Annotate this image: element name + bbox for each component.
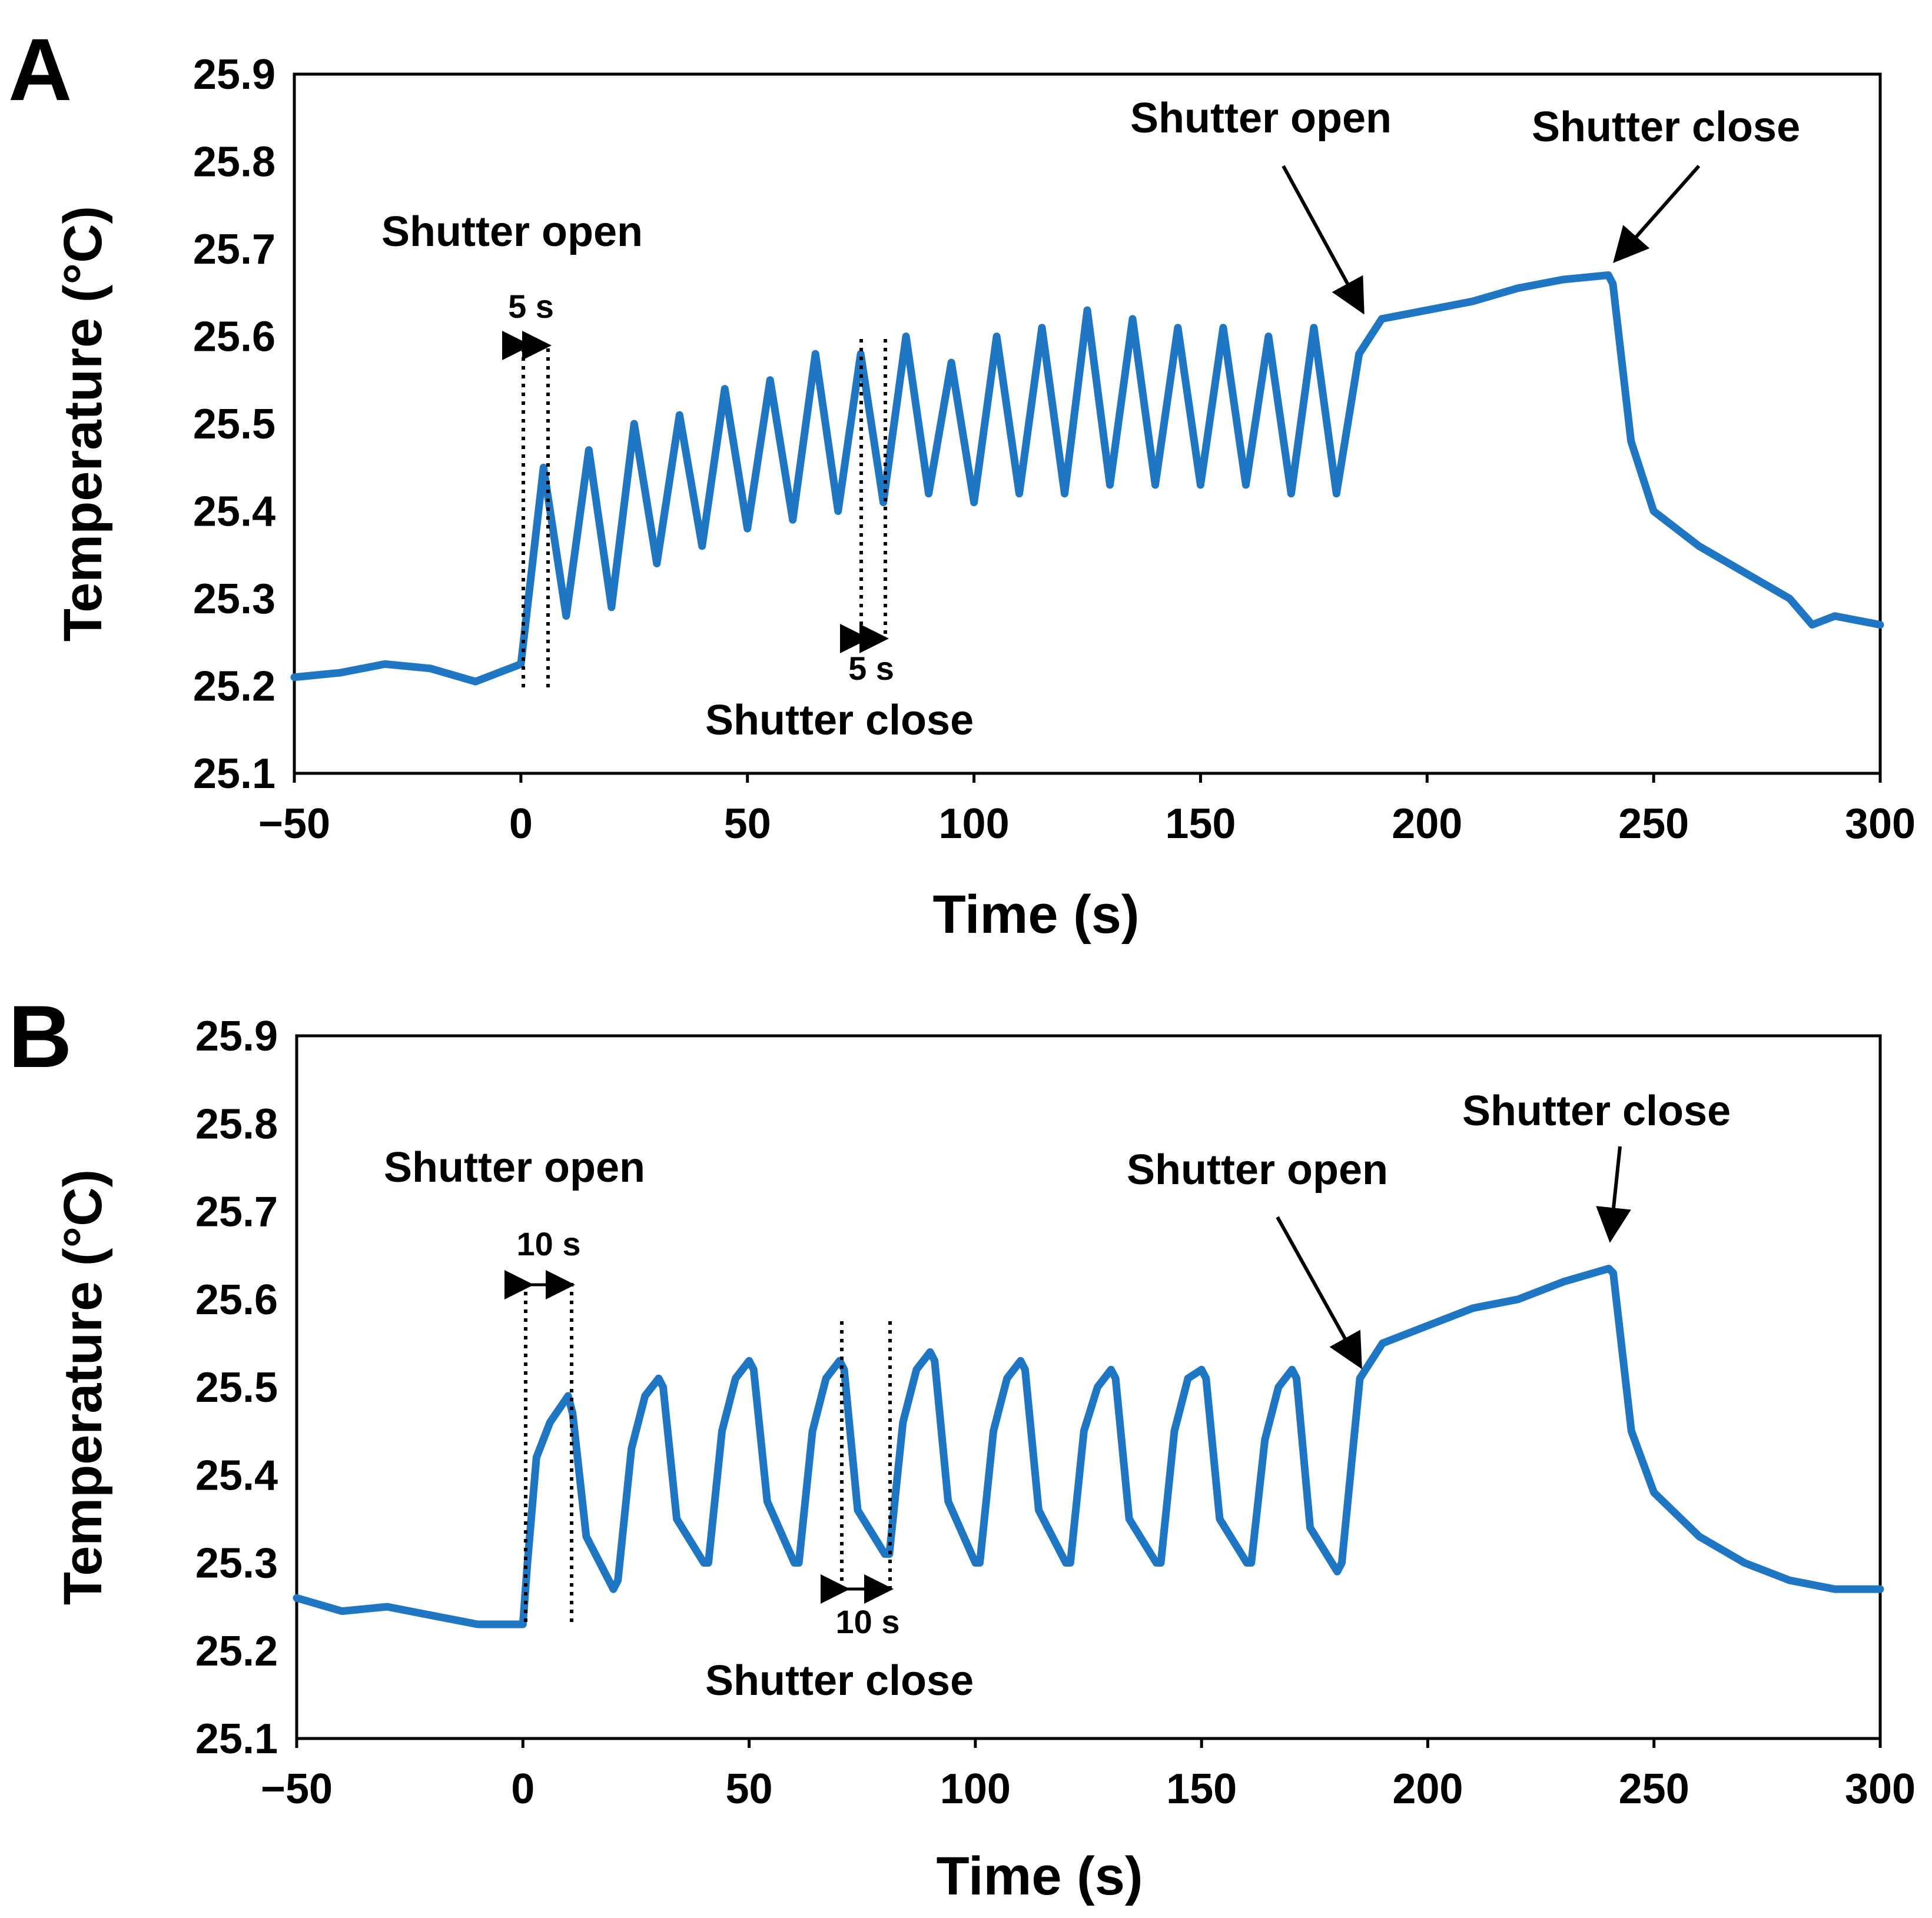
panel-b-temperature-line [293, 1265, 1884, 1628]
panel-a-plot-frame [293, 72, 1882, 775]
panel-b-letter: B [8, 987, 72, 1086]
panel-a-temperature-line [290, 271, 1884, 686]
panel-b-y-tick-label: 25.7 [195, 1189, 278, 1236]
panel-a-y-axis-title: Temperature (°C) [53, 206, 113, 642]
panel-b-x-tick-label: 0 [511, 1766, 535, 1813]
panel-a-x-ticks: −50 0 50 100 150 200 250 300 [258, 773, 1916, 847]
panel-a-duration-label-bottom: 5 s [848, 650, 894, 687]
panel-b-x-tick-label: 50 [726, 1766, 773, 1813]
panel-a-arrow-shutter-open [1282, 165, 1365, 315]
panel-a-y-tick-label: 25.7 [193, 226, 275, 273]
panel-b-arrow-shutter-open [1276, 1216, 1362, 1369]
panel-a-x-tick-label: −50 [258, 800, 330, 847]
panel-a-x-tick-label: 250 [1618, 800, 1689, 847]
panel-b-y-ticks: 25.1 25.2 25.3 25.4 25.5 25.6 25.7 25.8 25.9 [195, 1013, 278, 1763]
panel-a-label-shutter-open-left: Shutter open [381, 208, 643, 255]
panel-b-arrow-shutter-close [1596, 1146, 1631, 1243]
panel-b-x-tick-label: 300 [1845, 1766, 1916, 1813]
panel-b-y-tick-label: 25.2 [195, 1628, 278, 1675]
panel-a-y-tick-label: 25.9 [193, 51, 275, 98]
panel-a-label-shutter-open-right: Shutter open [1130, 95, 1392, 142]
panel-b-label-shutter-close-center: Shutter close [705, 1657, 974, 1704]
panel-b-y-axis-title: Temperature (°C) [53, 1169, 113, 1605]
panel-a-x-tick-label: 200 [1392, 800, 1462, 847]
panel-b: B 25.1 25.2 25.3 25.4 25.5 25.6 25.7 25.8 25.9 −… [8, 987, 1916, 1906]
panel-b-duration-label-bottom: 10 s [836, 1603, 900, 1640]
panel-b-x-tick-label: 250 [1619, 1766, 1689, 1813]
panel-a-y-tick-label: 25.6 [193, 314, 275, 361]
panel-b-x-axis-title: Time (s) [936, 1846, 1143, 1906]
panel-b-y-tick-label: 25.1 [195, 1716, 278, 1763]
panel-a-label-shutter-close-center: Shutter close [705, 697, 974, 744]
panel-a-letter: A [8, 20, 72, 119]
panel-b-y-tick-label: 25.5 [195, 1364, 278, 1411]
panel-a-arrow-shutter-close [1613, 165, 1701, 263]
panel-a-y-ticks: 25.1 25.2 25.3 25.4 25.5 25.6 25.7 25.8 25.9 [193, 51, 275, 797]
panel-a-y-tick-label: 25.1 [193, 750, 275, 797]
panel-a-y-tick-label: 25.3 [193, 576, 275, 623]
panel-b-y-tick-label: 25.6 [195, 1277, 278, 1324]
panel-a-x-axis-title: Time (s) [932, 885, 1139, 945]
panel-b-x-tick-label: −50 [261, 1766, 333, 1813]
panel-b-duration-label-top: 10 s [517, 1225, 581, 1262]
panel-b-y-tick-label: 25.3 [195, 1540, 278, 1587]
panel-b-y-tick-label: 25.8 [195, 1101, 278, 1148]
panel-b-plot-frame [295, 1034, 1882, 1740]
panel-a-x-tick-label: 150 [1165, 800, 1236, 847]
panel-a-y-tick-label: 25.4 [193, 488, 275, 536]
panel-a-y-tick-label: 25.8 [193, 139, 275, 186]
panel-a-x-tick-label: 50 [724, 800, 771, 847]
panel-b-label-shutter-open-left: Shutter open [384, 1144, 645, 1191]
panel-a-y-tick-label: 25.5 [193, 401, 275, 448]
panel-a: A 25.1 25.2 25.3 25.4 25.5 25.6 25.7 25.8 25.9 −… [8, 20, 1916, 945]
panel-a-y-tick-label: 25.2 [193, 663, 275, 710]
panel-b-y-tick-label: 25.4 [195, 1452, 278, 1499]
panel-b-label-shutter-open-right: Shutter open [1127, 1146, 1388, 1194]
panel-a-duration-label-top: 5 s [508, 288, 554, 325]
panel-a-label-shutter-close-right: Shutter close [1532, 104, 1800, 151]
panel-a-x-tick-label: 300 [1845, 800, 1916, 847]
panel-b-x-tick-label: 100 [940, 1766, 1011, 1813]
panel-b-x-tick-label: 200 [1392, 1766, 1463, 1813]
panel-b-x-tick-label: 150 [1166, 1766, 1237, 1813]
panel-a-x-tick-label: 0 [509, 800, 533, 847]
panel-b-y-tick-label: 25.9 [195, 1013, 278, 1060]
panel-b-x-ticks: −50 0 50 100 150 200 250 300 [261, 1739, 1916, 1813]
panel-b-label-shutter-close-right: Shutter close [1462, 1088, 1731, 1135]
panel-a-x-tick-label: 100 [939, 800, 1010, 847]
